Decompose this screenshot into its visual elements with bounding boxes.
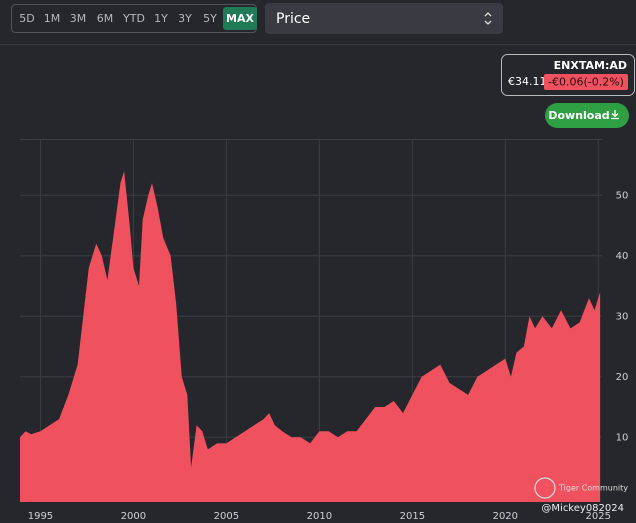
x-tick-label: 2020 — [493, 511, 518, 522]
x-tick-label: 1995 — [28, 511, 53, 522]
range-button[interactable]: 1M — [44, 12, 61, 25]
y-tick-label: 30 — [616, 311, 629, 322]
watermark-brand: Tiger Community — [558, 484, 628, 493]
change: -€0.06(-0.2%) — [548, 76, 624, 89]
x-tick-label: 2000 — [121, 511, 146, 522]
range-button[interactable]: 5D — [19, 12, 34, 25]
x-tick-label: 2005 — [214, 511, 239, 522]
y-tick-label: 20 — [616, 372, 629, 383]
range-button[interactable]: 3Y — [178, 12, 192, 25]
plot: 10 20 30 40 50 1995 2000 2005 2010 2015 2020 2025 — [20, 139, 628, 522]
download-icon — [611, 110, 619, 120]
dropdown-arrow — [484, 12, 492, 25]
x-tick-label: 2015 — [400, 511, 425, 522]
y-tick-label: 40 — [616, 251, 629, 262]
range-button-active[interactable] — [223, 7, 257, 30]
dropdown-label: Price — [276, 11, 310, 27]
download-label: Download — [548, 109, 609, 122]
range-button[interactable]: 6M — [97, 12, 114, 25]
watermark-logo — [534, 477, 556, 499]
y-tick-label: 50 — [616, 190, 629, 201]
watermark-user: @Mickey082024 — [541, 503, 624, 514]
range-button[interactable]: 1Y — [154, 12, 168, 25]
x-tick-label: 2010 — [307, 511, 332, 522]
range-button[interactable]: MAX — [226, 12, 254, 25]
dropdown[interactable] — [265, 3, 503, 34]
ticker: ENXTAM:AD — [554, 59, 627, 72]
range-button[interactable]: 3M — [70, 12, 87, 25]
price: €34.11 — [508, 75, 547, 88]
change-badge — [544, 74, 628, 90]
range-button[interactable]: YTD — [122, 12, 145, 25]
range-button[interactable]: 5Y — [203, 12, 217, 25]
area — [20, 171, 601, 502]
download-button[interactable] — [545, 103, 629, 128]
x-tick-label: 2025 — [586, 511, 611, 522]
y-tick-label: 10 — [616, 432, 629, 443]
